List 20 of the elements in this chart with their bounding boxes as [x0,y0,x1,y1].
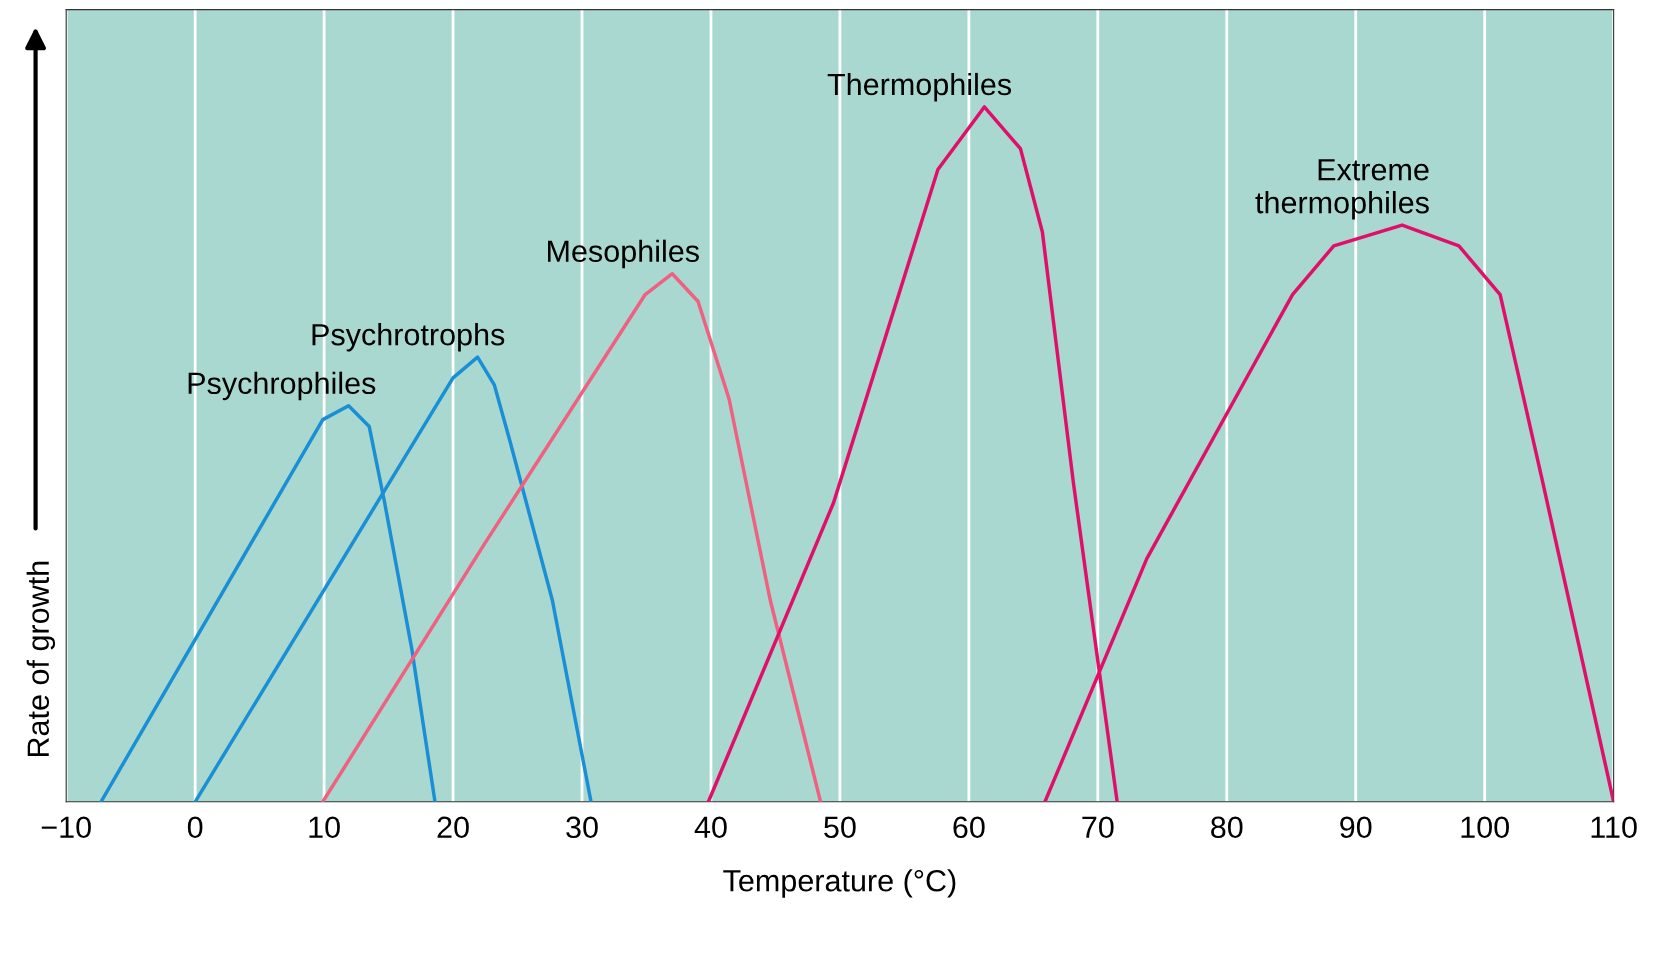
series-label: Mesophiles [548,239,699,269]
series-label: Extreme thermophiles [1255,159,1429,220]
x-tick-label: 20 [437,816,469,839]
x-tick-label: 60 [953,816,985,839]
x-tick-label: 10 [309,816,340,839]
x-tick-label: 40 [694,816,727,839]
x-tick-label: 50 [824,816,856,839]
x-tick-label: 30 [566,816,598,839]
series-label: Psychrotrophs [312,323,505,352]
x-tick-label: 0 [187,816,203,839]
x-tick-label: 110 [1591,816,1637,839]
x-tick-label: 70 [1082,816,1114,839]
y-axis-title: Rate of growth [26,561,56,757]
x-tick-label: 80 [1211,816,1243,839]
x-tick-label: −10 [41,816,91,839]
series-label: Thermophiles [827,72,1012,102]
x-axis-title: Temperature (°C) [723,869,956,898]
series-label: Psychrophiles [188,371,376,401]
x-tick-label: 90 [1340,816,1372,839]
x-tick-label: 100 [1461,816,1509,839]
